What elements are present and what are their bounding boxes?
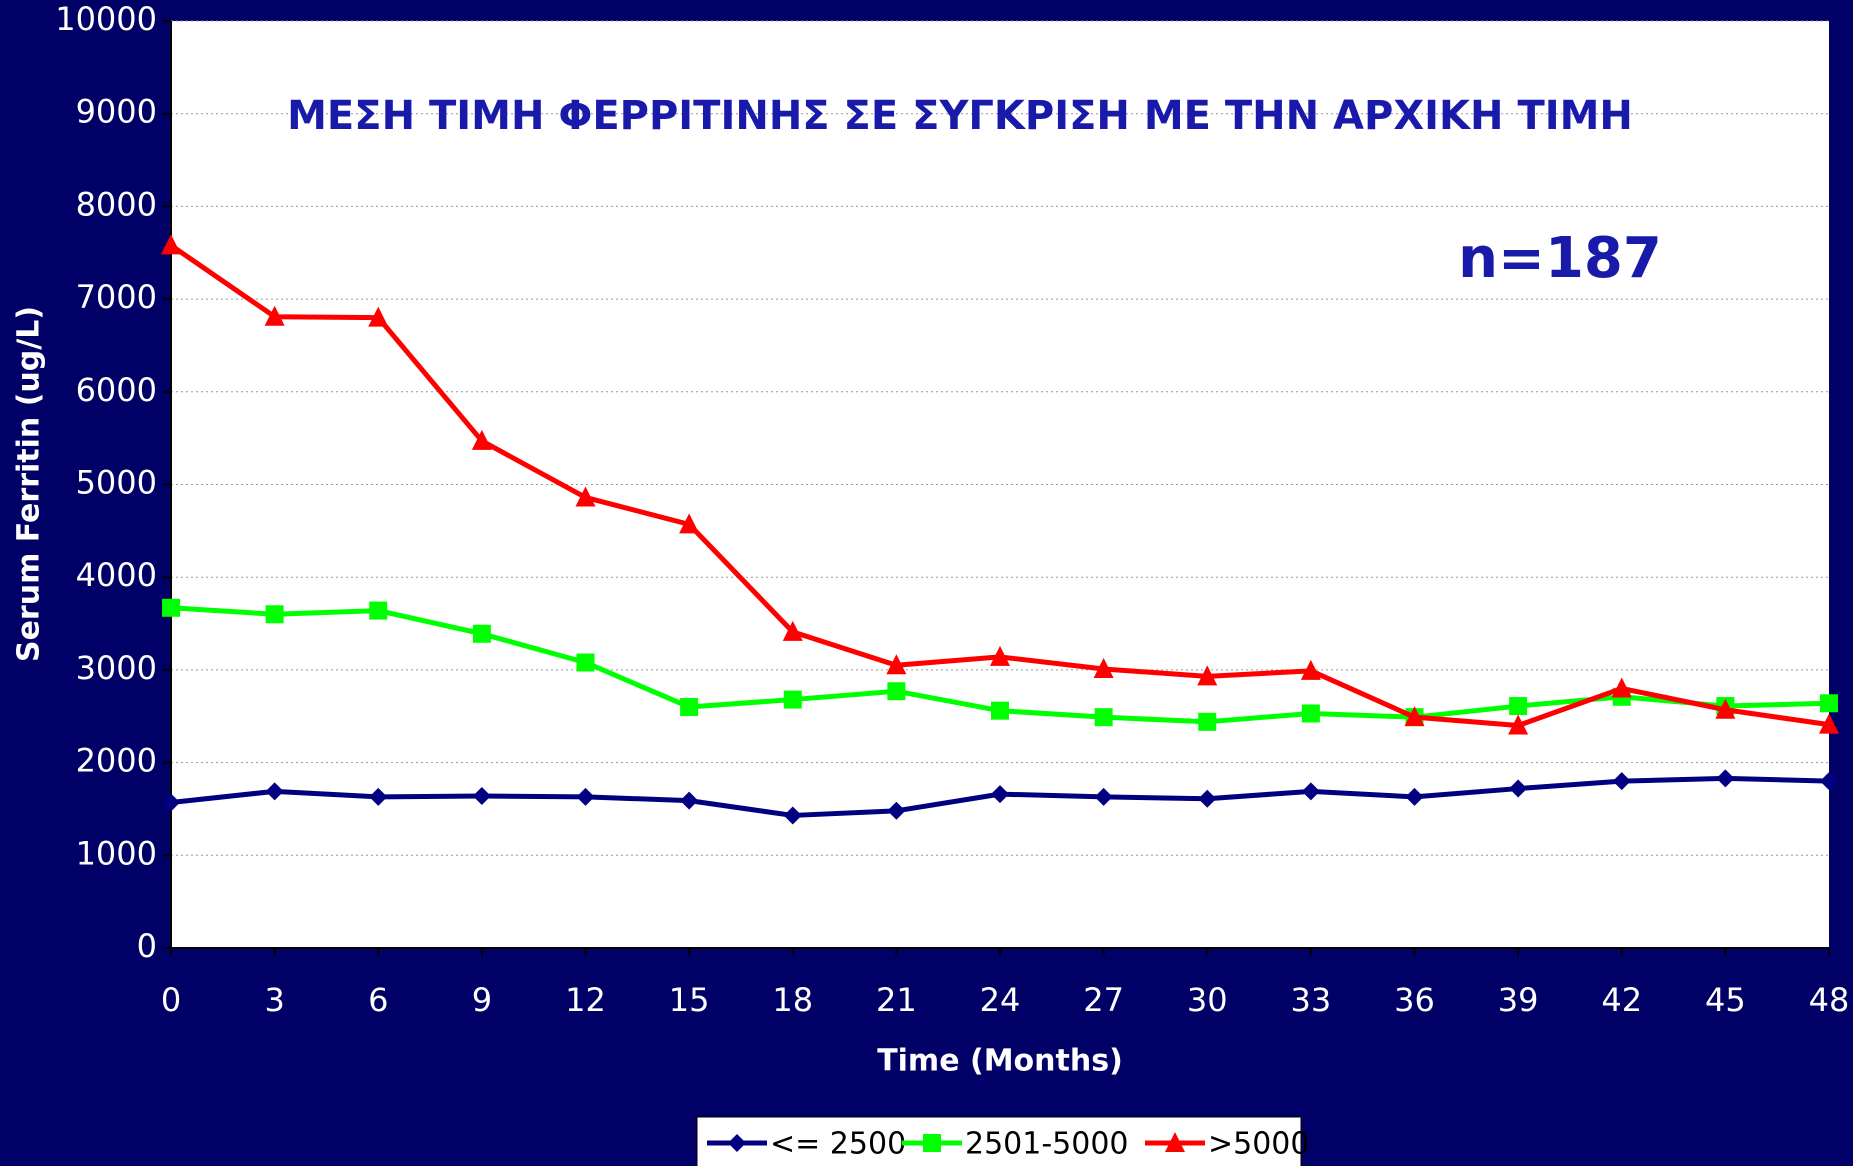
marker — [887, 801, 906, 820]
marker — [369, 787, 388, 806]
marker — [1612, 772, 1631, 791]
marker — [1509, 697, 1528, 716]
marker — [782, 620, 803, 641]
y-tick-label: 5000 — [76, 464, 157, 502]
x-tick-label: 15 — [669, 981, 710, 1019]
marker — [680, 791, 699, 810]
legend-label: >5000 — [1208, 1127, 1309, 1162]
x-tick-label: 33 — [1291, 981, 1332, 1019]
y-tick-label: 8000 — [76, 185, 157, 223]
grid — [171, 20, 1829, 949]
marker — [1093, 657, 1114, 678]
marker — [369, 601, 388, 620]
marker — [472, 624, 491, 643]
marker — [368, 306, 389, 327]
marker — [472, 786, 491, 805]
marker — [265, 782, 284, 801]
y-tick-label: 1000 — [76, 834, 157, 872]
marker — [1094, 787, 1113, 806]
x-tick-label: 24 — [980, 981, 1021, 1019]
y-tick-label: 7000 — [76, 278, 157, 316]
legend-label: <= 2500 — [770, 1127, 906, 1162]
legend-marker — [728, 1134, 746, 1152]
marker — [1197, 665, 1218, 686]
x-tick-label: 27 — [1083, 981, 1124, 1019]
x-tick-label: 48 — [1809, 981, 1850, 1019]
marker — [886, 654, 907, 675]
marker — [1300, 659, 1321, 680]
x-tick-label: 36 — [1394, 981, 1435, 1019]
marker — [161, 234, 181, 255]
marker — [1405, 787, 1424, 806]
marker — [990, 645, 1010, 666]
y-tick-label: 9000 — [76, 93, 157, 131]
marker — [1198, 789, 1217, 808]
x-tick-label: 39 — [1498, 981, 1539, 1019]
marker — [1509, 779, 1528, 798]
y-tick-label: 4000 — [76, 556, 157, 594]
plot-area — [171, 21, 1829, 948]
marker — [1301, 704, 1320, 723]
marker — [1820, 694, 1838, 713]
y-tick-label: 3000 — [76, 649, 157, 687]
marker — [264, 305, 285, 326]
x-tick-label: 3 — [264, 981, 284, 1019]
marker — [887, 682, 906, 701]
marker — [1094, 708, 1113, 727]
y-tick-label: 0 — [137, 927, 157, 965]
annotation: n=187 — [1458, 226, 1662, 291]
marker — [679, 513, 700, 534]
marker — [680, 697, 699, 716]
y-tick-label: 10000 — [55, 0, 157, 38]
marker — [265, 605, 284, 624]
y-tick-label: 2000 — [76, 742, 157, 780]
marker — [575, 486, 596, 507]
marker — [576, 653, 595, 672]
marker — [991, 785, 1009, 804]
x-tick-label: 45 — [1705, 981, 1746, 1019]
x-tick-label: 9 — [472, 981, 492, 1019]
x-tick-label: 30 — [1187, 981, 1228, 1019]
marker — [1198, 712, 1217, 731]
y-tick-label: 6000 — [76, 371, 157, 409]
marker — [1508, 714, 1529, 735]
x-tick-label: 6 — [368, 981, 388, 1019]
marker — [1715, 698, 1736, 719]
x-axis-label: Time (Months) — [877, 1044, 1123, 1079]
marker — [991, 701, 1009, 720]
marker — [162, 598, 180, 617]
x-tick-label: 21 — [876, 981, 917, 1019]
legend-marker — [1165, 1132, 1185, 1152]
marker — [783, 806, 802, 825]
marker — [1819, 713, 1839, 734]
legend-marker — [923, 1134, 941, 1152]
x-tick-label: 18 — [772, 981, 813, 1019]
marker — [471, 429, 492, 450]
marker — [783, 690, 802, 709]
y-axis-label: Serum Ferritin (ug/L) — [12, 306, 47, 662]
marker — [1301, 782, 1320, 801]
marker — [576, 787, 595, 806]
x-tick-label: 42 — [1601, 981, 1642, 1019]
chart-title: ΜΕΣΗ ΤΙΜΗ ΦΕΡΡΙΤΙΝΗΣ ΣΕ ΣΥΓΚΡΙΣΗ ΜΕ ΤΗΝ … — [287, 93, 1633, 139]
marker — [1716, 769, 1735, 788]
x-tick-label: 0 — [161, 981, 181, 1019]
marker — [1820, 772, 1838, 791]
marker — [162, 793, 180, 812]
x-tick-label: 12 — [565, 981, 606, 1019]
legend-label: 2501-5000 — [965, 1127, 1129, 1162]
marker — [1611, 677, 1632, 698]
marker — [1404, 706, 1425, 727]
